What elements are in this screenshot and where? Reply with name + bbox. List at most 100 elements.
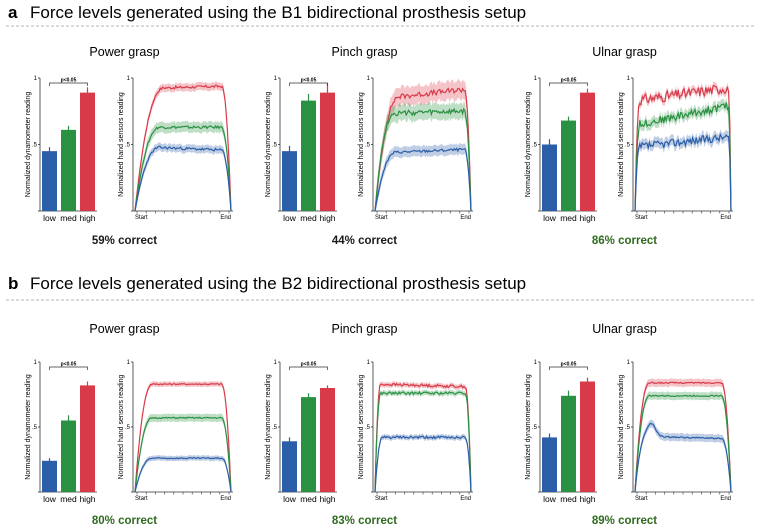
y-tick-label: 1 — [627, 360, 631, 366]
bar-med — [561, 120, 576, 211]
bar-high — [320, 92, 335, 211]
section-letter: a — [8, 3, 18, 22]
y-tick-label: .5 — [532, 425, 538, 431]
grasp-title: Ulnar grasp — [592, 45, 657, 59]
bar-med — [61, 129, 76, 211]
y-tick-label: .5 — [625, 143, 631, 149]
series-line-high — [374, 382, 472, 493]
series-line-high — [634, 381, 732, 493]
series-line-low — [134, 456, 232, 493]
category-label: low — [43, 213, 57, 223]
y-axis-label: Normalized dynamometer reading — [525, 374, 532, 480]
bar-med — [301, 397, 316, 492]
series-line-low — [374, 147, 472, 212]
bar-high — [580, 381, 595, 492]
series-line-high — [134, 84, 232, 212]
bar-high — [80, 92, 95, 211]
correct-rate: 80% correct — [92, 515, 157, 527]
significance-bracket — [49, 82, 88, 86]
x-end-label: End — [460, 496, 471, 502]
y-tick-label: 1 — [274, 76, 278, 82]
y-tick-label: 1 — [367, 76, 371, 82]
bar-low — [542, 144, 557, 211]
x-end-label: End — [720, 215, 731, 221]
y-axis-label: Normalized dynamometer reading — [265, 92, 272, 198]
y-tick-label: .5 — [32, 425, 38, 431]
category-label: med — [60, 494, 77, 504]
bar-high — [320, 388, 335, 492]
y-tick-label: .5 — [272, 425, 278, 431]
grasp-title: Ulnar grasp — [592, 322, 657, 336]
x-end-label: End — [220, 496, 231, 502]
y-axis-label: Normalized dynamometer reading — [25, 92, 32, 198]
y-tick-label: 1 — [127, 360, 131, 366]
series-line-med — [374, 390, 472, 493]
series-line-med — [134, 124, 232, 212]
y-tick-label: .5 — [125, 143, 131, 149]
section-title: Force levels generated using the B2 bidi… — [30, 274, 526, 293]
series-line-high — [634, 84, 732, 212]
series-line-low — [634, 132, 732, 212]
grasp-title: Pinch grasp — [331, 322, 397, 336]
line-chart: 1 .5 Start End Normalized hand sensors readi… — [358, 360, 473, 502]
significance-label: p<0.05 — [301, 78, 317, 84]
y-axis-label: Normalized hand sensors reading — [118, 92, 125, 197]
correct-rate: 83% correct — [332, 515, 397, 527]
x-start-label: Start — [375, 496, 388, 502]
y-tick-label: .5 — [532, 143, 538, 149]
series-band-med — [135, 413, 231, 492]
y-tick-label: .5 — [625, 425, 631, 431]
significance-label: p<0.05 — [301, 362, 317, 368]
y-tick-label: 1 — [34, 360, 38, 366]
x-start-label: Start — [135, 215, 148, 221]
series-line-med — [634, 102, 732, 212]
y-axis-label: Normalized hand sensors reading — [358, 375, 365, 480]
series-band-med — [375, 389, 471, 492]
category-label: med — [60, 213, 77, 223]
category-label: low — [43, 494, 57, 504]
line-chart: 1 .5 Start End Normalized hand sensors readi… — [118, 360, 233, 502]
category-label: high — [79, 494, 95, 504]
series-line-high — [134, 382, 232, 493]
significance-bracket — [49, 366, 88, 370]
line-chart: 1 .5 Start End Normalized hand sensors readi… — [358, 76, 473, 221]
y-tick-label: 1 — [534, 76, 538, 82]
series-line-med — [374, 107, 472, 212]
y-axis-label: Normalized hand sensors reading — [618, 92, 625, 197]
y-tick-label: .5 — [365, 143, 371, 149]
x-end-label: End — [460, 215, 471, 221]
category-label: med — [300, 494, 317, 504]
significance-bracket — [289, 82, 328, 86]
y-tick-label: .5 — [32, 143, 38, 149]
series-band-med — [375, 101, 471, 211]
significance-label: p<0.05 — [61, 362, 77, 368]
category-label: low — [283, 494, 297, 504]
series-band-high — [635, 378, 731, 492]
bar-low — [282, 441, 297, 492]
section-b: b Force levels generated using the B2 bid… — [6, 274, 754, 527]
series-band-med — [135, 120, 231, 211]
significance-label: p<0.05 — [61, 78, 77, 84]
significance-label: p<0.05 — [561, 78, 577, 84]
correct-rate: 59% correct — [92, 235, 157, 247]
y-tick-label: .5 — [272, 143, 278, 149]
x-start-label: Start — [135, 496, 148, 502]
line-chart: 1 .5 Start End Normalized hand sensors readi… — [618, 76, 733, 221]
category-label: med — [300, 213, 317, 223]
series-line-low — [374, 434, 472, 493]
y-tick-label: 1 — [367, 360, 371, 366]
series-band-med — [635, 97, 731, 211]
bar-high — [580, 92, 595, 211]
category-label: med — [560, 213, 577, 223]
series-band-low — [135, 142, 231, 211]
y-axis-label: Normalized hand sensors reading — [358, 92, 365, 197]
series-line-med — [634, 394, 732, 493]
bar-high — [80, 385, 95, 492]
x-start-label: Start — [635, 496, 648, 502]
